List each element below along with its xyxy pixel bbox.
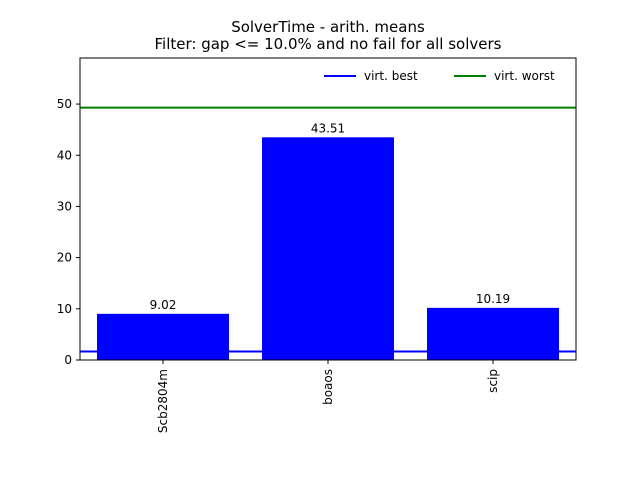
y-tick-label: 30 xyxy=(57,199,72,213)
bar-scb2804m xyxy=(97,313,229,360)
plot-area: 9.02 Scb2804m 43.51 boaos 10.19 scip 0 10 20 30 40… xyxy=(57,57,577,433)
y-tick-label: 40 xyxy=(57,148,72,162)
chart-subtitle: Filter: gap <= 10.0% and no fail for all… xyxy=(155,35,502,53)
bar-value-label: 10.19 xyxy=(476,292,510,306)
legend-label: virt. best xyxy=(364,69,418,83)
bar-value-label: 43.51 xyxy=(311,121,345,135)
x-tick-label: scip xyxy=(486,369,500,393)
bar-boaos xyxy=(262,137,394,360)
x-tick-label: boaos xyxy=(321,369,335,405)
y-tick-label: 50 xyxy=(57,97,72,111)
bar-value-label: 9.02 xyxy=(150,298,177,312)
y-tick-label: 20 xyxy=(57,251,72,265)
y-tick-label: 10 xyxy=(57,302,72,316)
y-tick-label: 0 xyxy=(64,353,72,367)
legend-label: virt. worst xyxy=(494,69,555,83)
x-tick-label: Scb2804m xyxy=(156,369,170,433)
axes-frame xyxy=(79,57,577,361)
chart-title: SolverTime - arith. means xyxy=(231,18,425,36)
